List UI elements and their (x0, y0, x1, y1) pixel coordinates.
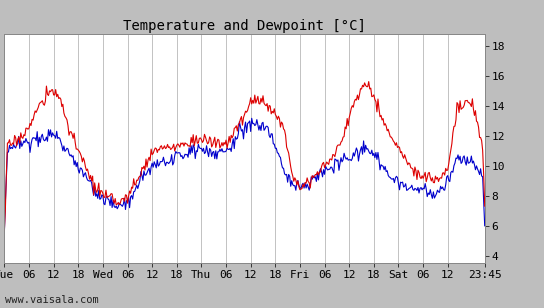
Title: Temperature and Dewpoint [°C]: Temperature and Dewpoint [°C] (123, 19, 366, 33)
Text: www.vaisala.com: www.vaisala.com (5, 295, 99, 305)
